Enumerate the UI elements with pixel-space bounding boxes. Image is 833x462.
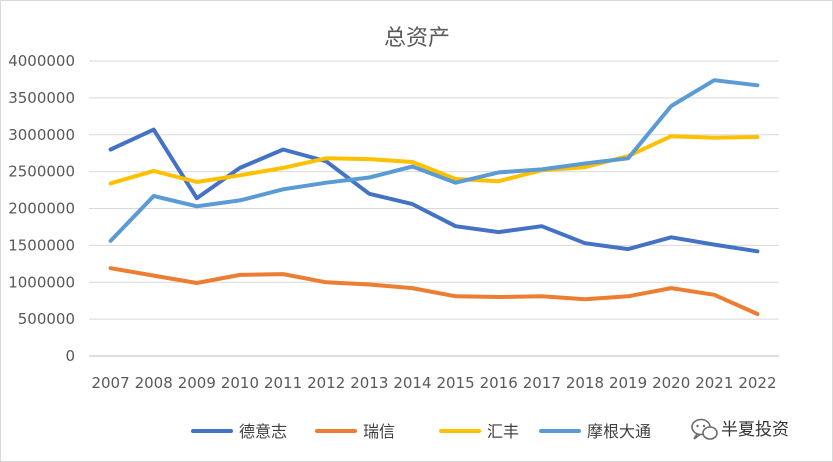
legend-label: 德意志 — [239, 422, 287, 441]
legend-item: 瑞信 — [315, 422, 395, 441]
legend-label: 汇丰 — [487, 422, 519, 441]
legend: 德意志 瑞信 汇丰 摩根大通 — [191, 422, 651, 441]
series-path — [108, 266, 760, 316]
y-tick-label: 1000000 — [8, 273, 75, 291]
chart-title: 总资产 — [384, 26, 450, 51]
x-tick-label: 2010 — [221, 374, 259, 392]
series-line-2 — [108, 266, 760, 316]
legend-label: 摩根大通 — [587, 422, 651, 441]
y-tick-label: 500000 — [18, 310, 75, 328]
x-tick-label: 2022 — [738, 374, 776, 392]
legend-item: 德意志 — [191, 422, 287, 441]
series-path — [108, 127, 760, 254]
series-line-1 — [108, 127, 760, 254]
y-tick-label: 3000000 — [8, 126, 75, 144]
legend-item: 摩根大通 — [539, 422, 651, 441]
x-tick-label: 2011 — [264, 374, 302, 392]
series-line-4 — [108, 78, 760, 243]
x-tick-label: 2015 — [436, 374, 474, 392]
series-line-3 — [108, 134, 760, 186]
series-path — [108, 134, 760, 186]
y-tick-label: 2500000 — [8, 163, 75, 181]
wechat-icon — [691, 418, 718, 440]
series-path — [108, 78, 760, 243]
y-axis-tick-labels: 0 500000 1000000 1500000 2000000 2500000 30000… — [8, 52, 75, 365]
x-tick-label: 2017 — [523, 374, 561, 392]
legend-label: 瑞信 — [363, 422, 395, 441]
x-tick-label: 2008 — [135, 374, 173, 392]
y-tick-label: 4000000 — [8, 52, 75, 70]
watermark-text: 半夏投资 — [721, 420, 789, 440]
watermark: 半夏投资 — [691, 418, 789, 440]
x-tick-label: 2019 — [609, 374, 647, 392]
x-tick-label: 2016 — [480, 374, 518, 392]
x-tick-label: 2014 — [393, 374, 431, 392]
x-tick-label: 2020 — [652, 374, 690, 392]
x-tick-label: 2021 — [695, 374, 733, 392]
x-tick-label: 2007 — [91, 374, 129, 392]
y-tick-label: 3500000 — [8, 89, 75, 107]
y-tick-label: 1500000 — [8, 236, 75, 254]
x-tick-label: 2012 — [307, 374, 345, 392]
x-tick-label: 2018 — [566, 374, 604, 392]
legend-item: 汇丰 — [439, 422, 519, 441]
x-axis-tick-labels: 2007 2008 2009 2010 2011 2012 2013 2014 2015 2016… — [91, 374, 776, 392]
x-tick-label: 2009 — [178, 374, 216, 392]
y-tick-label: 0 — [65, 347, 75, 365]
x-tick-label: 2013 — [350, 374, 388, 392]
series-lines — [108, 78, 760, 316]
y-tick-label: 2000000 — [8, 200, 75, 218]
